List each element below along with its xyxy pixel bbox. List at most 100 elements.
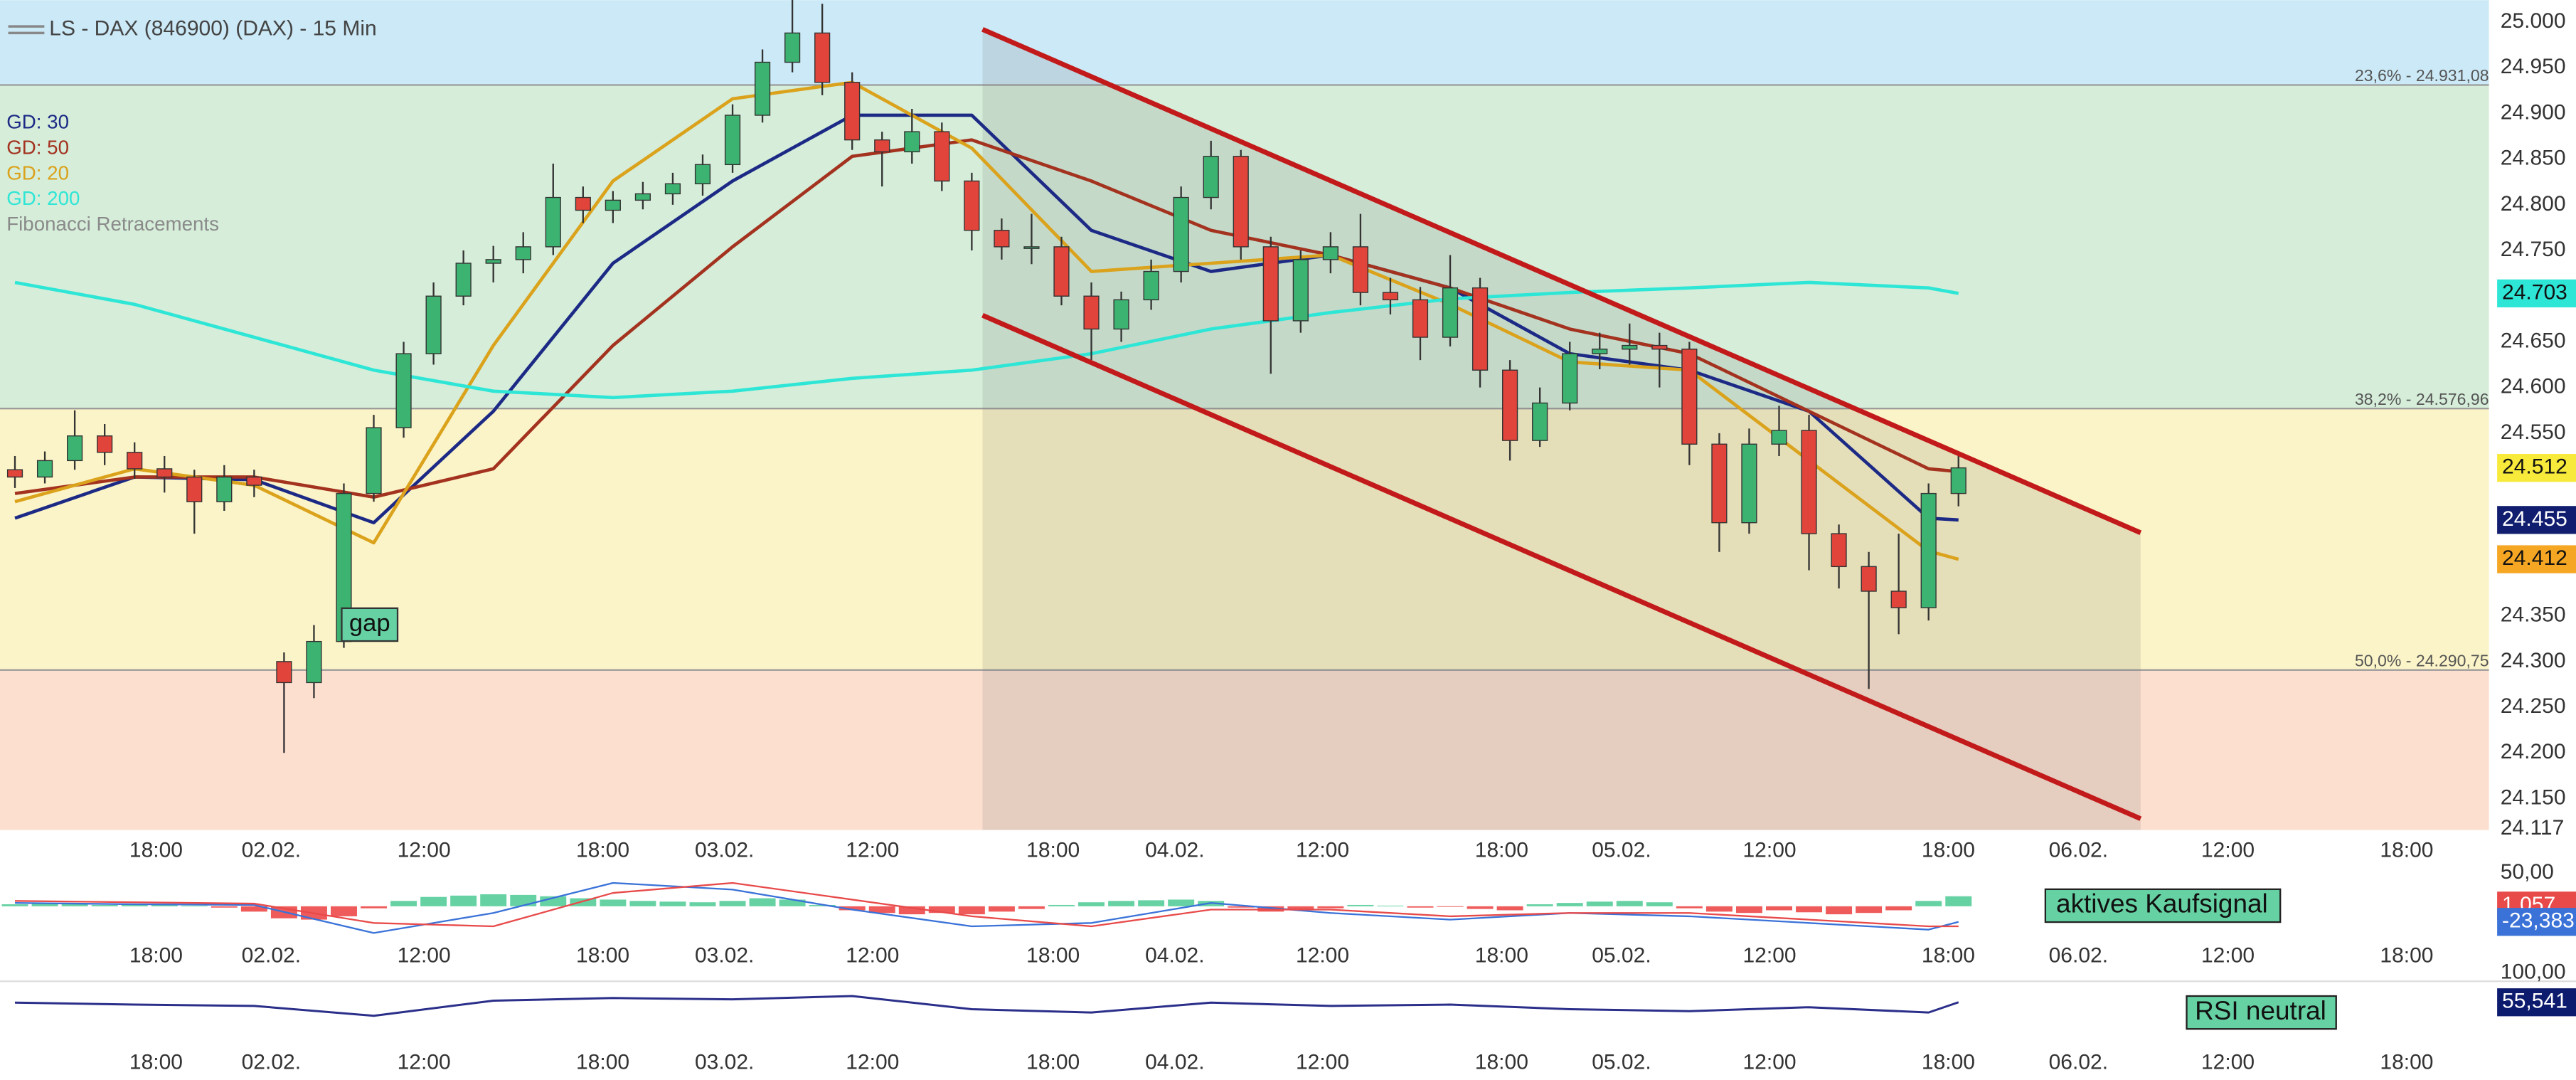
x-tick-label: 05.02. [1592,1051,1651,1074]
candle-body [1562,353,1578,404]
x-tick-label: 04.02. [1145,1051,1204,1074]
candle-body [67,435,83,462]
candle-body [97,435,113,453]
candle-body [844,82,861,141]
candle-body [156,468,173,478]
histogram-bar [1705,906,1733,912]
histogram-bar [1556,903,1583,906]
candle-body [1532,402,1548,441]
candle-body [904,131,920,153]
histogram-bar [390,901,417,906]
candle-body [1651,344,1668,350]
y-tick-label: 24.750 [2501,238,2566,261]
channel-line [981,27,2142,535]
price-tag-label: 24.703 [2502,280,2567,304]
x-tick-label: 18:00 [2380,944,2433,968]
price-tag-label: 55,541 [2502,990,2567,1013]
x-tick-label: 02.02. [242,944,301,968]
histogram-bar [361,906,388,909]
candle-body [964,180,980,231]
candle-body [1143,270,1159,301]
y-tick-label: 50,00 [2501,860,2554,884]
histogram-bar [121,904,148,906]
series-line [14,280,1959,400]
price-tag-label: -23,383 [2502,909,2575,933]
histogram-bar [151,904,178,906]
time-axis-strip [0,830,2576,867]
x-tick-label: 05.02. [1592,839,1651,862]
candle-body [1711,443,1728,524]
legend-entry: GD: 50 [6,137,69,159]
fib-zone [0,669,2489,830]
histogram-bar [749,898,776,906]
histogram-bar [1048,904,1075,906]
candle-body [1352,246,1368,293]
histogram-bar [61,904,88,906]
x-tick-label: 12:00 [846,839,899,862]
signal-box [2044,888,2282,923]
histogram-bar [1437,906,1464,907]
candle-body [934,131,950,182]
histogram-bar [1,904,28,906]
series-line [14,138,1959,499]
x-tick-label: 03.02. [695,944,754,968]
x-tick-label: 18:00 [576,839,629,862]
histogram-bar [1766,906,1792,911]
y-tick-label: 24.250 [2501,694,2566,718]
histogram-bar [240,906,267,912]
candle-body [664,183,681,195]
candle-body [276,661,292,684]
x-tick-label: 02.02. [242,1051,301,1074]
x-tick-label: 18:00 [1922,1051,1975,1074]
candle-body [186,476,203,502]
y-tick-label: 24.150 [2501,785,2566,809]
y-tick-label: 25.000 [2501,9,2566,33]
fib-zone [0,0,2489,85]
y-tick-label: 100,00 [2501,960,2566,984]
x-tick-label: 18:00 [1475,1051,1528,1074]
histogram-bar [1945,896,1972,906]
histogram-bar [779,899,806,906]
candle-body [455,263,472,297]
y-tick-label: 24.600 [2501,375,2566,398]
histogram-bar [1108,901,1135,906]
x-tick-label: 06.02. [2049,944,2108,968]
rsi-box [2186,995,2337,1030]
histogram-bar [450,895,477,906]
price-tag [2497,908,2576,936]
gap-box [341,607,399,642]
candle-body [575,196,591,211]
candle-body [634,193,651,201]
price-tag [2497,545,2576,573]
candle-body [246,476,262,486]
series-line [14,113,1959,525]
x-tick-label: 12:00 [1296,944,1349,968]
candle-body [1262,246,1279,322]
candle-body [1950,467,1966,494]
histogram-bar [1915,901,1942,906]
histogram-bar [1885,906,1912,911]
histogram-bar [988,906,1015,912]
candle-body [994,230,1010,248]
y-tick-label: 24.200 [2501,740,2566,763]
gap-label: gap [349,610,390,637]
fib-label: 23,6% - 24.931,08 [2355,66,2489,85]
channel-line [981,313,2142,821]
candle-body [1203,156,1219,198]
x-tick-label: 18:00 [576,944,629,968]
candle-body [1741,443,1757,524]
candle-body [1233,156,1249,248]
x-tick-label: 12:00 [846,1051,899,1074]
series-line [14,80,1959,561]
candle-body [216,476,233,502]
candle-body [1053,246,1070,297]
candle-body [724,115,741,166]
candle-body [366,427,382,494]
histogram-bar [689,902,716,906]
y-tick-label: 24.117 [2501,816,2565,840]
candle-body [605,199,621,211]
x-tick-label: 12:00 [398,839,451,862]
histogram-bar [1228,906,1255,908]
x-tick-label: 18:00 [1026,839,1080,862]
histogram-bar [480,894,507,906]
